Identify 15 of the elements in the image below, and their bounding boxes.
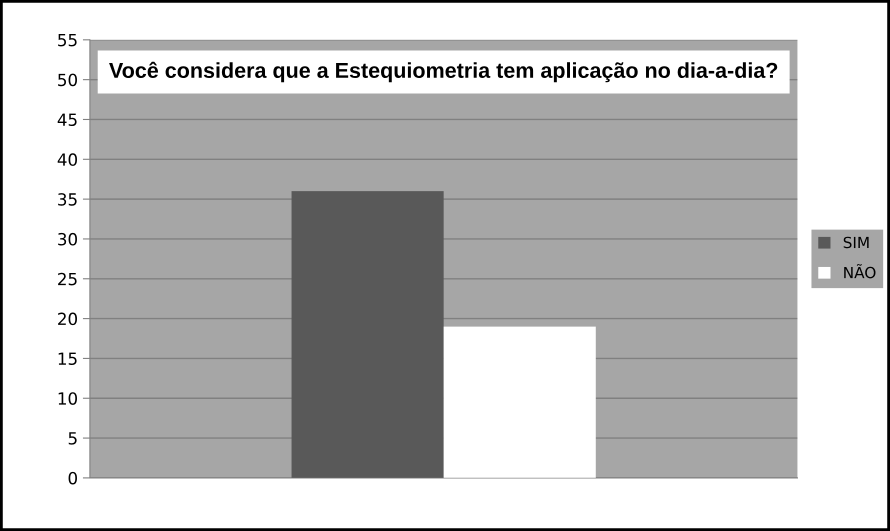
y-tick-label: 10 xyxy=(58,392,77,405)
y-tick-label: 25 xyxy=(58,272,77,286)
y-tick-label: 40 xyxy=(58,153,77,166)
y-tick-label: 15 xyxy=(58,352,77,365)
y-tick-label: 20 xyxy=(58,312,77,326)
y-tick-label: 5 xyxy=(68,432,77,445)
y-tick-label: 55 xyxy=(58,34,77,46)
y-tick-label: 30 xyxy=(58,232,77,246)
text: Você considera que a Estequiometria tem aplicação no dia-a-dia? xyxy=(109,62,778,82)
y-tick-label: 0 xyxy=(68,472,77,484)
legend-label: SIM xyxy=(844,236,869,248)
y-tick-label: 35 xyxy=(58,193,77,206)
y-tick-label: 45 xyxy=(58,114,77,126)
y-tick-label: 50 xyxy=(58,74,77,86)
legend-label: NÃO xyxy=(844,264,876,278)
